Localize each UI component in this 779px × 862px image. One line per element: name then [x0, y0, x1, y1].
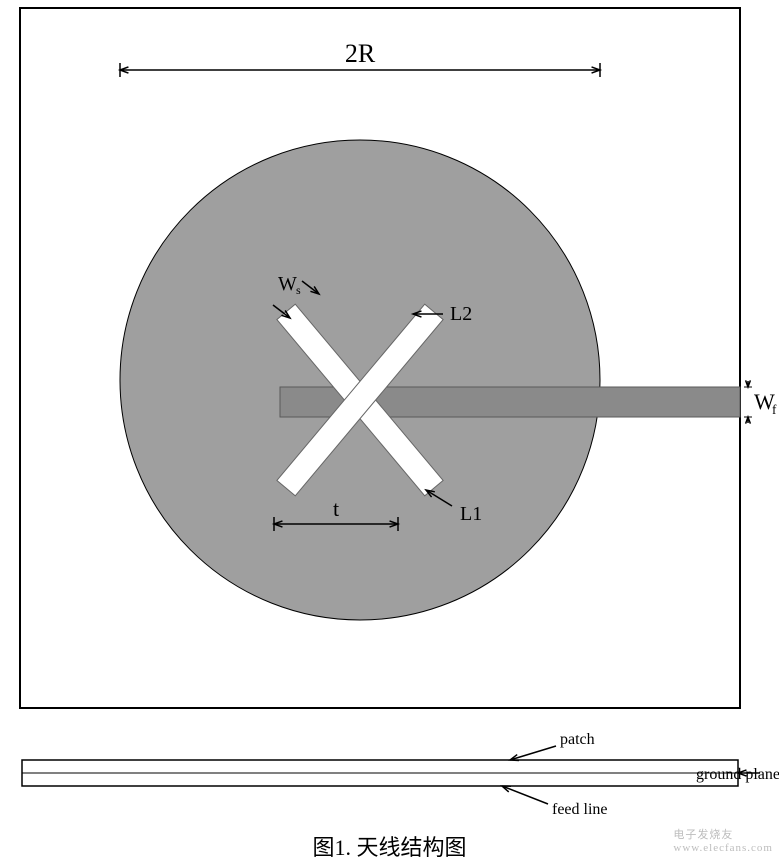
svg-text:f: f: [772, 402, 777, 417]
svg-text:patch: patch: [560, 731, 595, 748]
svg-text:L2: L2: [450, 303, 472, 325]
page: 2RWsL2L1tWfpatchground planefeed line 图1…: [0, 0, 779, 860]
svg-text:L1: L1: [460, 503, 482, 525]
svg-text:ground plane: ground plane: [696, 766, 779, 783]
figure-svg: 2RWsL2L1tWfpatchground planefeed line: [0, 0, 779, 860]
watermark: 电子发烧友 www.elecfans.com: [673, 826, 773, 854]
svg-text:s: s: [296, 283, 301, 297]
watermark-line2: www.elecfans.com: [673, 842, 773, 854]
caption: 图1. 天线结构图: [0, 830, 779, 862]
svg-text:t: t: [333, 496, 339, 521]
svg-text:2R: 2R: [345, 39, 376, 68]
svg-text:W: W: [278, 273, 297, 295]
svg-text:feed line: feed line: [552, 801, 608, 818]
watermark-line1: 电子发烧友: [673, 826, 773, 842]
